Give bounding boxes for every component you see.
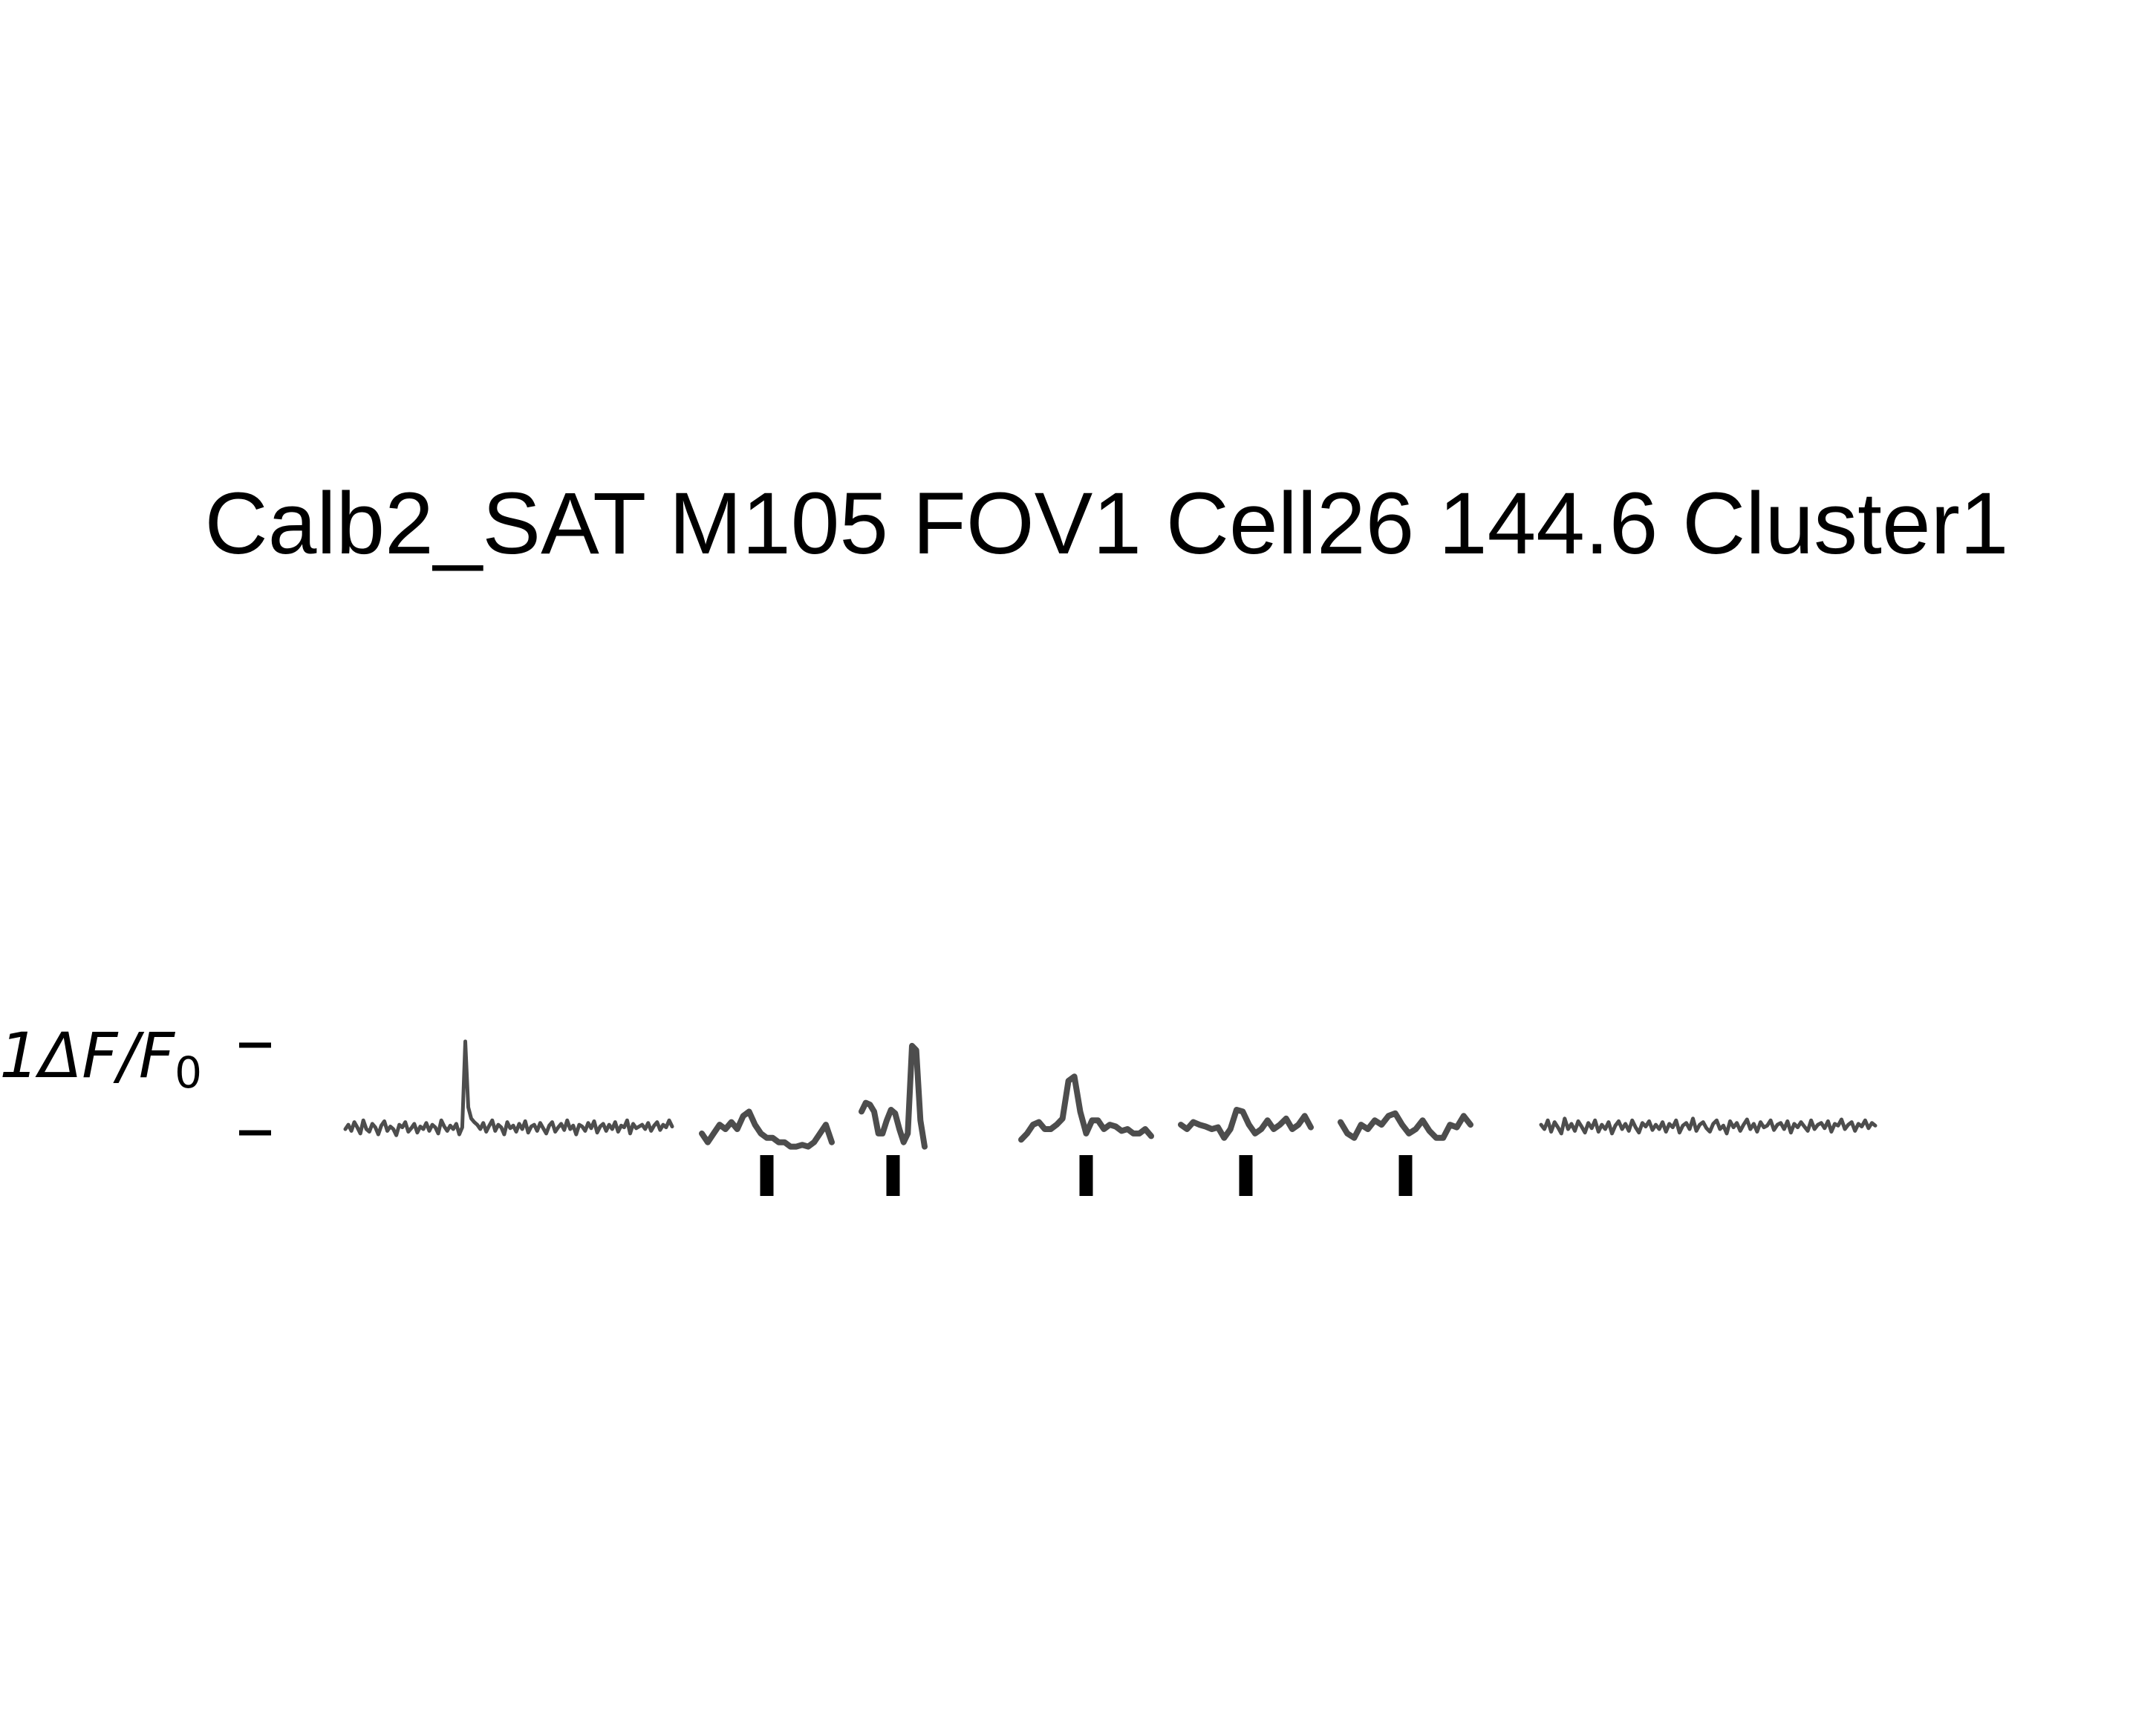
- scale-bar: [239, 1042, 271, 1136]
- trace-trial-2: [859, 1042, 928, 1150]
- stimulus-markers-group: [760, 1155, 1413, 1196]
- trace-trial-3: [1018, 1073, 1154, 1143]
- scale-bar-label-sub: 0: [175, 1047, 202, 1098]
- stimulus-marker-4: [1239, 1155, 1253, 1196]
- scale-bar-label-main: 1ΔF/F: [0, 1019, 176, 1092]
- trace-baseline-post: [1539, 1116, 1877, 1136]
- trace-trial-5: [1338, 1110, 1473, 1141]
- stimulus-marker-5: [1398, 1155, 1413, 1196]
- stimulus-marker-2: [886, 1155, 900, 1196]
- trace-trial-1: [699, 1108, 835, 1150]
- traces-group: [343, 1039, 1877, 1150]
- trace-trial-4: [1178, 1107, 1314, 1141]
- scale-bar-label: 1ΔF/F0: [0, 1019, 202, 1098]
- stimulus-marker-1: [760, 1155, 774, 1196]
- stimulus-marker-3: [1079, 1155, 1093, 1196]
- trace-baseline-pre: [343, 1039, 674, 1137]
- chart-title: Calb2_SAT M105 FOV1 Cell26 144.6 Cluster…: [204, 475, 2008, 573]
